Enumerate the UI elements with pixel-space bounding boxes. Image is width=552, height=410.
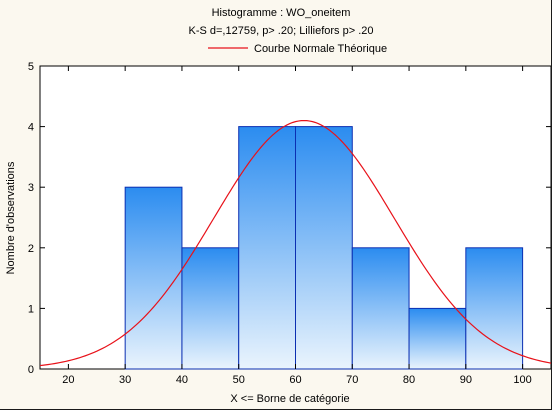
- x-tick-label: 40: [176, 374, 188, 386]
- histogram-bar-2: [181, 247, 240, 370]
- chart-subtitle: K-S d=,12759, p> .20; Lilliefors p> .20: [189, 25, 374, 37]
- x-tick-label: 100: [513, 374, 531, 386]
- legend-label: Courbe Normale Théorique: [254, 43, 387, 55]
- histogram-bar-1: [124, 186, 183, 370]
- x-tick-label: 30: [119, 374, 131, 386]
- x-tick-label: 70: [346, 374, 358, 386]
- y-tick-label: 2: [28, 243, 34, 255]
- x-tick-label: 60: [289, 374, 301, 386]
- histogram-bar-6: [408, 307, 467, 370]
- bars-group: [124, 126, 524, 370]
- y-tick-label: 3: [28, 182, 34, 194]
- histogram-bar-4: [295, 126, 353, 370]
- histogram-bar-7: [465, 247, 524, 370]
- normal-curve-line: [40, 119, 551, 367]
- y-tick-label: 0: [28, 364, 34, 376]
- y-tick-label: 1: [28, 303, 34, 315]
- x-tick-label: 50: [233, 374, 245, 386]
- x-axis-label: X <= Borne de catégorie: [230, 393, 349, 405]
- x-tick-label: 20: [62, 374, 74, 386]
- legend: Courbe Normale Théorique: [208, 43, 387, 55]
- x-tick-label: 90: [460, 374, 472, 386]
- y-tick-label: 5: [28, 61, 34, 73]
- y-tick-label: 4: [28, 122, 34, 134]
- histogram-bar-3: [238, 126, 297, 370]
- histogram-bar-5: [351, 247, 410, 370]
- normal-curve-group: [40, 119, 551, 367]
- y-axis: 0 1 2 3 4 5: [28, 61, 551, 376]
- y-axis-label: Nombre d'observations: [5, 161, 17, 274]
- x-axis: 20 30 40 50 60 70 80 90 100: [62, 66, 532, 386]
- x-tick-label: 80: [403, 374, 415, 386]
- chart-title: Histogramme : WO_oneitem: [212, 7, 351, 19]
